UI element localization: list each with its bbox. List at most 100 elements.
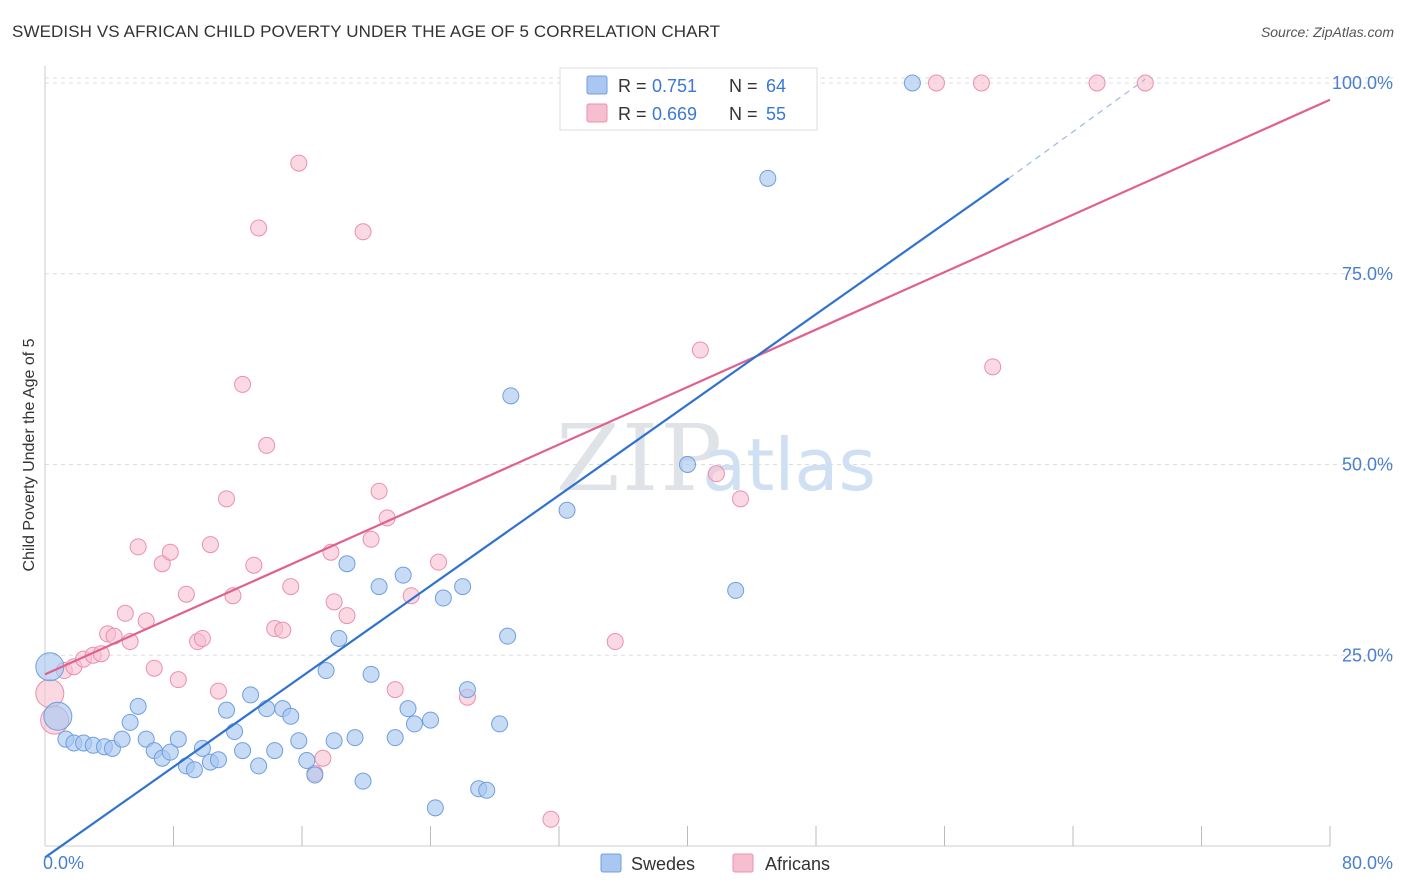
trendline-swedes [44, 177, 1010, 859]
data-point-swedes [121, 713, 139, 731]
bottom-legend-swatch-africans [732, 853, 754, 873]
data-point-africans [354, 223, 372, 241]
y-tick-label: 25.0% [1342, 645, 1393, 665]
data-point-swedes [161, 743, 179, 761]
data-point-africans [1088, 74, 1106, 92]
legend-swatch-africans [586, 103, 608, 123]
data-point-africans [732, 490, 750, 508]
chart-source: Source: ZipAtlas.com [1260, 24, 1394, 40]
data-point-africans [370, 482, 388, 500]
data-point-africans [1136, 74, 1154, 92]
legend-r-label-africans: R = [618, 104, 647, 124]
data-point-africans [193, 629, 211, 647]
data-point-africans [250, 219, 268, 237]
data-point-africans [984, 358, 1002, 376]
bottom-legend-label-africans: Africans [765, 854, 830, 874]
data-point-africans [145, 659, 163, 677]
data-point-africans [386, 681, 404, 699]
data-point-africans [201, 536, 219, 554]
data-point-swedes [226, 723, 244, 741]
data-point-swedes [399, 700, 417, 718]
data-point-swedes [727, 581, 745, 599]
data-point-africans [245, 556, 263, 574]
y-tick-label: 50.0% [1342, 455, 1393, 475]
data-point-africans [707, 465, 725, 483]
bottom-legend-label-swedes: Swedes [631, 854, 695, 874]
data-point-swedes [422, 711, 439, 729]
chart-title: SWEDISH VS AFRICAN CHILD POVERTY UNDER T… [12, 22, 721, 41]
data-point-swedes [234, 742, 252, 760]
data-point-swedes [679, 456, 696, 473]
data-point-swedes [185, 761, 203, 779]
data-point-swedes [266, 742, 284, 760]
legend-r-value-swedes: 0.751 [652, 76, 697, 96]
trendline-africans [44, 98, 1331, 676]
data-point-swedes [113, 730, 131, 748]
data-point-swedes [298, 752, 316, 770]
data-point-africans [234, 375, 252, 393]
data-point-swedes [250, 757, 268, 775]
data-point-swedes [759, 169, 777, 187]
legend-n-label-swedes: N = [729, 76, 758, 96]
data-point-swedes [129, 697, 147, 715]
series-africans-points [35, 74, 1154, 828]
data-point-africans [169, 671, 187, 689]
data-point-swedes [903, 74, 921, 92]
data-point-africans [161, 543, 179, 561]
data-point-africans [325, 593, 343, 611]
data-point-swedes [558, 501, 576, 519]
data-point-swedes [43, 701, 73, 731]
data-point-swedes [169, 730, 187, 748]
data-point-africans [282, 578, 300, 596]
legend-n-value-swedes: 64 [766, 76, 786, 96]
data-point-africans [258, 436, 276, 454]
data-point-africans [290, 154, 308, 172]
data-point-africans [116, 604, 134, 622]
legend-r-label-swedes: R = [618, 76, 647, 96]
data-point-swedes [362, 665, 380, 683]
data-point-africans [129, 538, 147, 556]
legend-n-label-africans: N = [729, 104, 758, 124]
data-point-africans [218, 490, 236, 508]
data-point-swedes [370, 578, 388, 596]
trendline-swedes-extension [1008, 78, 1146, 179]
data-point-africans [177, 585, 195, 603]
data-point-swedes [258, 700, 276, 718]
data-point-swedes [386, 729, 404, 747]
y-axis-label: Child Poverty Under the Age of 5 [21, 338, 38, 571]
y-tick-label: 75.0% [1342, 264, 1393, 284]
data-point-swedes [242, 686, 260, 704]
x-tick-label: 80.0% [1342, 853, 1393, 873]
stats-legend: R = 0.751 N = 64 R = 0.669 N = 55 [559, 67, 818, 131]
data-point-swedes [218, 701, 236, 719]
data-point-swedes [354, 772, 372, 790]
data-point-swedes [478, 781, 496, 799]
data-point-africans [691, 341, 709, 359]
watermark: ZIP atlas [556, 405, 876, 512]
data-point-swedes [325, 732, 343, 750]
data-point-africans [209, 682, 227, 700]
data-point-swedes [491, 715, 509, 733]
data-point-swedes [426, 799, 444, 817]
data-point-swedes [502, 387, 520, 405]
data-point-africans [927, 74, 945, 92]
tick-labels: 25.0% 50.0% 75.0% 100.0% 0.0% 80.0% [43, 73, 1393, 873]
bottom-legend-swatch-swedes [600, 853, 622, 873]
series-legend: Swedes Africans [600, 853, 830, 874]
data-point-swedes [209, 751, 227, 769]
y-tick-label: 100.0% [1332, 73, 1393, 93]
x-tick-label: 0.0% [43, 853, 84, 873]
data-point-africans [338, 607, 356, 625]
data-point-swedes [290, 732, 308, 750]
data-point-swedes [434, 589, 452, 607]
watermark-atlas: atlas [702, 423, 876, 507]
data-point-swedes [346, 729, 364, 747]
data-point-swedes [454, 578, 472, 596]
data-point-africans [402, 587, 420, 605]
data-point-africans [606, 633, 624, 651]
data-point-africans [274, 621, 292, 639]
data-point-africans [972, 74, 990, 92]
data-point-africans [362, 530, 380, 548]
axes [44, 66, 1331, 847]
